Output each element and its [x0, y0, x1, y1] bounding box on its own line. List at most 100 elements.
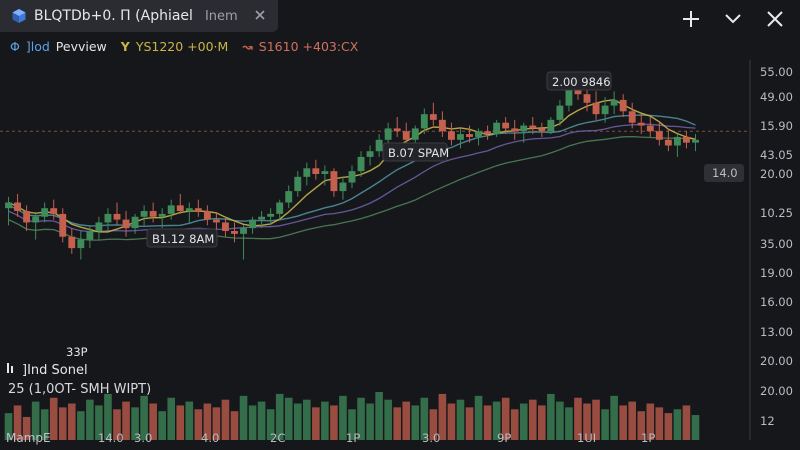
- bottom-left-label: MampE: [6, 431, 51, 445]
- price-tick-label: 10.25: [760, 206, 793, 220]
- candle-body: [50, 208, 58, 214]
- ma-green-line: [8, 135, 696, 241]
- volume-bar: [375, 392, 383, 440]
- price-tick-label: 13.00: [760, 325, 793, 339]
- volume-bar: [601, 409, 609, 440]
- candle-body: [231, 231, 238, 234]
- candle-body: [484, 131, 492, 135]
- indicator-header[interactable]: ]Ind Sonel: [6, 362, 88, 378]
- price-tick-label: 20.00: [760, 354, 793, 368]
- price-tick-label: 12: [760, 414, 775, 428]
- volume-bar: [619, 405, 627, 440]
- volume-bar: [239, 395, 248, 440]
- annotation-label: B1.12 8AM: [152, 232, 214, 246]
- legend-ma2[interactable]: ↝ S1610 +403:CX: [242, 39, 358, 54]
- price-tick-label: 16.00: [760, 295, 793, 309]
- candle-body: [104, 213, 112, 223]
- time-tick-label: 1UI: [577, 431, 596, 445]
- candle-body: [692, 139, 699, 143]
- volume-bar: [185, 401, 194, 440]
- candle-body: [447, 131, 455, 140]
- candle-body: [646, 125, 654, 132]
- ma-purple-line: [8, 123, 696, 233]
- close-icon[interactable]: [764, 8, 786, 30]
- legend-ma2-value: S1610 +403:CX: [258, 38, 359, 54]
- volume-bar: [176, 405, 185, 440]
- volume-bar: [140, 395, 148, 440]
- time-tick-label: 1P: [641, 431, 655, 445]
- volume-bar: [474, 395, 483, 440]
- candle-body: [194, 208, 202, 212]
- legend-ma1[interactable]: Y YS1220 +00·M: [121, 39, 229, 54]
- volume-bar: [330, 405, 338, 440]
- window-controls: [680, 8, 786, 30]
- volume-bar: [628, 401, 637, 440]
- candle-body: [249, 219, 257, 229]
- candle-body: [77, 239, 85, 249]
- candle-body: [393, 128, 401, 132]
- volume-bar: [483, 405, 492, 440]
- legend-ma1-value: YS1220 +00·M: [135, 38, 229, 54]
- candle-body: [222, 222, 229, 231]
- volume-bar: [610, 395, 618, 440]
- volume-bar: [501, 397, 510, 440]
- candle-body: [538, 128, 546, 132]
- annotation-box: [382, 142, 448, 162]
- volume-bar: [221, 399, 230, 440]
- volume-bar: [339, 395, 347, 440]
- volume-bar: [691, 415, 700, 440]
- candle-body: [176, 205, 184, 212]
- volume-bar: [357, 397, 365, 440]
- ma1-marker: Y: [120, 38, 130, 54]
- candle-body: [511, 128, 519, 132]
- time-tick-label: 9P: [497, 431, 511, 445]
- volume-bar: [149, 403, 157, 440]
- chart-legend: Φ ]lod Pevview Y YS1220 +00·M ↝ S1610 +4…: [10, 37, 358, 55]
- close-tab-icon[interactable]: [252, 7, 268, 23]
- annotation-box: [146, 228, 218, 248]
- candle-body: [167, 205, 175, 214]
- candle-body: [258, 216, 266, 220]
- volume-bar: [556, 401, 564, 440]
- volume-bar: [113, 409, 121, 440]
- volume-bar: [510, 409, 519, 440]
- volume-bar: [284, 397, 293, 440]
- ma-teal-line: [8, 114, 696, 227]
- ma-yellow-line: [8, 99, 696, 233]
- legend-marker: Φ: [10, 38, 20, 54]
- annotation-box: [546, 71, 612, 91]
- volume-bar: [673, 409, 682, 440]
- time-axis: 14.0 3.0 4.0 2C 1P 3.0 9P 1UI 1P: [98, 431, 655, 445]
- last-price-label: 14.0: [712, 166, 738, 180]
- candle-body: [131, 216, 139, 229]
- candle-body: [664, 139, 672, 146]
- volume-bar: [402, 401, 411, 440]
- volume-bar: [519, 403, 528, 440]
- volume-bar: [312, 407, 320, 440]
- volume-bar: [131, 407, 139, 440]
- candle-body: [565, 82, 573, 106]
- candle-body: [23, 211, 31, 223]
- volume-bar: [655, 407, 664, 440]
- time-tick-label: 4.0: [201, 431, 219, 445]
- candle-body: [574, 82, 582, 95]
- volume-bar: [393, 407, 401, 440]
- chevron-down-icon[interactable]: [722, 8, 744, 30]
- candle-body: [637, 122, 645, 126]
- candle-body: [411, 128, 419, 140]
- volume-bar: [303, 399, 311, 440]
- plus-icon[interactable]: [680, 8, 702, 30]
- chart-tab[interactable]: BLQTDb+0. Π (Aphiael Inem: [0, 0, 278, 32]
- volume-bar: [203, 403, 212, 440]
- candle-body: [41, 208, 49, 217]
- candle-body: [475, 131, 482, 137]
- candle-body: [502, 122, 510, 129]
- price-tick-label: 43.05: [760, 148, 793, 162]
- volume-bar: [465, 407, 474, 440]
- price-tick-label: 35.00: [760, 237, 793, 251]
- legend-symbol[interactable]: Φ ]lod Pevview: [10, 39, 107, 54]
- candle-body: [375, 139, 383, 152]
- candle-body: [95, 222, 103, 231]
- candle-body: [673, 136, 681, 146]
